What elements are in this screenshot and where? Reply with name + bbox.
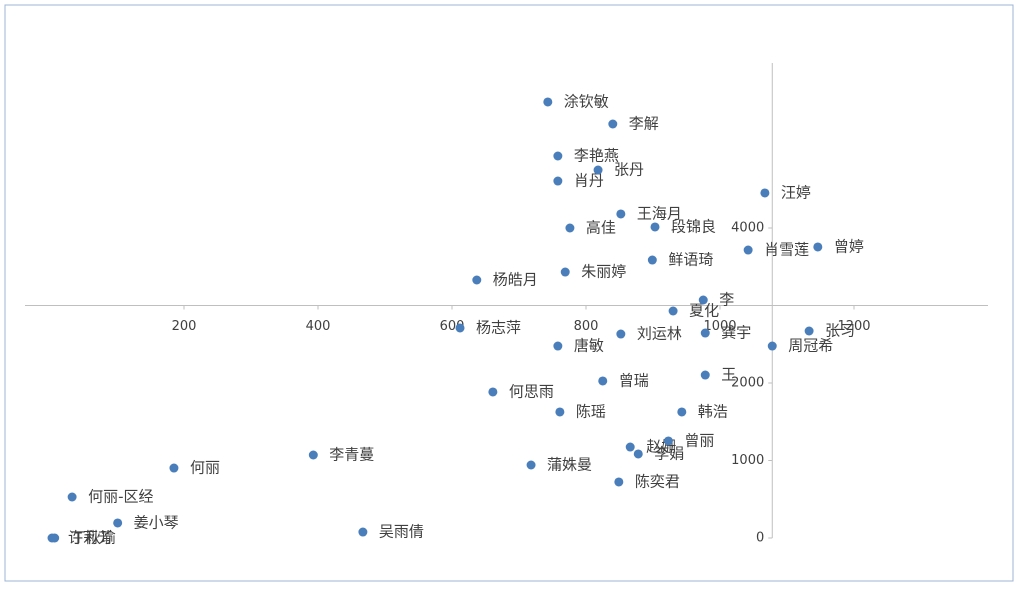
point xyxy=(553,151,563,161)
point-label: 丁秋瑜 xyxy=(71,529,116,547)
point xyxy=(113,518,123,528)
point xyxy=(555,407,565,417)
point xyxy=(698,295,708,305)
point xyxy=(358,527,368,537)
point-label: 曾丽 xyxy=(684,431,714,449)
point-label: 许莉芳 xyxy=(68,529,113,547)
point xyxy=(625,442,635,452)
point-label: 王海月 xyxy=(637,204,682,222)
point-label: 朱丽婷 xyxy=(581,263,626,281)
point xyxy=(767,341,777,351)
point xyxy=(668,306,678,316)
point xyxy=(650,222,660,232)
point xyxy=(488,387,498,397)
point xyxy=(455,323,465,333)
point xyxy=(50,533,60,543)
point xyxy=(647,255,657,265)
point-label: 张丹 xyxy=(614,161,644,179)
point xyxy=(608,119,618,129)
point xyxy=(677,407,687,417)
point xyxy=(543,97,553,107)
point-label: 陈奕君 xyxy=(635,472,680,490)
point-label: 曾婷 xyxy=(834,237,864,255)
y-tick-label: 1000 xyxy=(731,453,764,468)
y-tick-label: 0 xyxy=(756,531,764,546)
point-label: 何丽-区经 xyxy=(88,488,153,506)
point xyxy=(743,245,753,255)
point xyxy=(614,477,624,487)
point xyxy=(67,492,77,502)
point xyxy=(700,328,710,338)
point-label: 周冠希 xyxy=(788,337,833,355)
chart-border xyxy=(4,4,1014,582)
point-label: 姜小琴 xyxy=(134,513,179,531)
point-label: 韩浩 xyxy=(698,402,728,420)
point-label: 王 xyxy=(721,366,736,384)
point-label: 李 xyxy=(719,290,734,308)
point-label: 汪婷 xyxy=(781,183,811,201)
point-label: 吴雨倩 xyxy=(379,523,424,541)
x-tick-label: 200 xyxy=(172,319,197,334)
point xyxy=(700,370,710,380)
point-label: 夏化 xyxy=(689,302,719,320)
x-tick-label: 1000 xyxy=(703,319,736,334)
point xyxy=(308,450,318,460)
point xyxy=(553,341,563,351)
point-label: 杨志萍 xyxy=(476,318,521,336)
point xyxy=(804,326,814,336)
point xyxy=(633,449,643,459)
point xyxy=(598,376,608,386)
point xyxy=(565,223,575,233)
point-label: 何丽 xyxy=(190,459,220,477)
point-label: 张习 xyxy=(825,321,855,339)
y-tick-label: 4000 xyxy=(731,221,764,236)
y-tick-label: 2000 xyxy=(731,376,764,391)
point-label: 李解 xyxy=(629,114,659,132)
point-label: 肖雪莲 xyxy=(764,241,809,259)
point-label: 曾瑞 xyxy=(619,371,649,389)
point-label: 李艳燕 xyxy=(574,147,619,165)
x-tick-label: 1200 xyxy=(837,319,870,334)
x-tick-label: 800 xyxy=(574,319,599,334)
point-label: 李娟 xyxy=(654,444,684,462)
point-label: 高佳 xyxy=(586,219,616,237)
point-label: 肖丹 xyxy=(574,172,604,190)
point xyxy=(593,165,603,175)
point xyxy=(760,188,770,198)
point xyxy=(616,329,626,339)
point xyxy=(663,436,673,446)
point xyxy=(169,463,179,473)
point-label: 蒲姝曼 xyxy=(547,455,592,473)
point xyxy=(472,275,482,285)
point-label: 鲜语琦 xyxy=(668,251,713,269)
point-label: 刘运林 xyxy=(637,325,682,343)
point-label: 何思雨 xyxy=(509,382,554,400)
point xyxy=(813,242,823,252)
point-label: 涂钦敏 xyxy=(564,92,609,110)
point-label: 唐敏 xyxy=(574,337,604,355)
point-label: 龚宇 xyxy=(721,324,751,342)
x-tick-label: 400 xyxy=(306,319,331,334)
point xyxy=(553,176,563,186)
point-label: 杨皓月 xyxy=(493,271,538,289)
point xyxy=(526,460,536,470)
point-label: 段锦良 xyxy=(671,217,716,235)
point xyxy=(616,209,626,219)
point-label: 陈瑶 xyxy=(576,402,606,420)
point xyxy=(560,267,570,277)
point-label: 李青蔓 xyxy=(329,445,374,463)
